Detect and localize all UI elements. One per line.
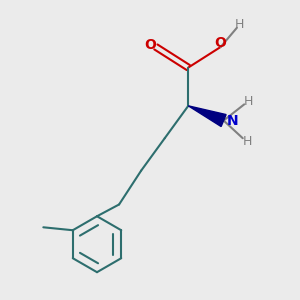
Text: O: O	[215, 35, 226, 50]
Text: H: H	[235, 18, 244, 32]
Text: H: H	[242, 135, 252, 148]
Text: N: N	[226, 114, 238, 128]
Text: O: O	[144, 38, 156, 52]
Polygon shape	[188, 106, 226, 127]
Text: H: H	[244, 95, 253, 108]
